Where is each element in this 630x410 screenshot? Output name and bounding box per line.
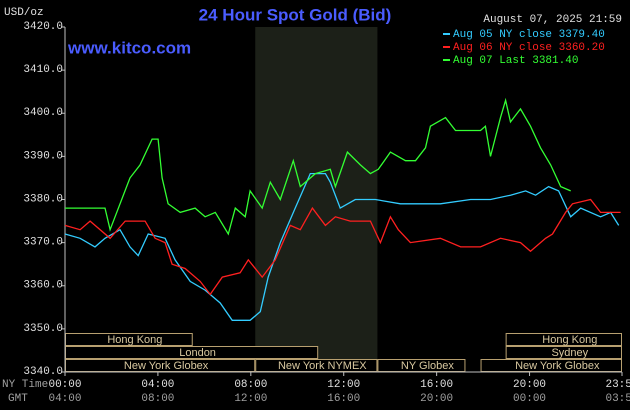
- price-line: [64, 198, 621, 296]
- session-box: [505, 333, 622, 346]
- x2-tick-label: 16:00: [327, 393, 360, 405]
- x2-tick-label: 04:00: [48, 393, 81, 405]
- x2-tick-label: 20:00: [420, 393, 453, 405]
- legend-entry: Aug 05 NY close 3379.40: [453, 29, 605, 41]
- timestamp: August 07, 2025 21:59: [483, 14, 622, 26]
- x2-axis-label: GMT: [8, 393, 28, 405]
- session-label: NY Globex: [401, 360, 454, 372]
- x2-tick-label: 00:00: [513, 393, 546, 405]
- y-tick-label: 3380.0: [23, 193, 63, 205]
- legend-entry: Aug 06 NY close 3360.20: [453, 42, 605, 54]
- x-axis-label: NY Time: [2, 379, 48, 391]
- x-tick-label: 12:00: [327, 379, 360, 391]
- y-tick-label: 3360.0: [23, 280, 63, 292]
- y-tick-label: 3400.0: [23, 107, 63, 119]
- x2-tick-label: 08:00: [141, 393, 174, 405]
- source: www.kitco.com: [67, 38, 191, 57]
- price-line: [65, 97, 571, 236]
- session-label: Hong Kong: [542, 334, 597, 346]
- session-label: London: [179, 347, 216, 359]
- y-tick-label: 3390.0: [23, 150, 63, 162]
- x-tick-label: 20:00: [513, 379, 546, 391]
- session-label: New York Globex: [515, 360, 600, 372]
- x-tick-label: 08:00: [234, 379, 267, 391]
- x2-tick-label: 12:00: [234, 393, 267, 405]
- y-tick-label: 3340.0: [23, 366, 63, 378]
- x2-tick-label: 03:59: [605, 393, 630, 405]
- x-tick-label: 23:59: [605, 379, 630, 391]
- legend-entry: Aug 07 Last 3381.40: [453, 55, 578, 67]
- y-tick-label: 3350.0: [23, 323, 63, 335]
- y-tick-label: 3420.0: [23, 21, 63, 33]
- session-label: New York NYMEX: [278, 360, 367, 372]
- x-tick-label: 04:00: [141, 379, 174, 391]
- price-line: [64, 172, 620, 321]
- x-tick-label: 16:00: [420, 379, 453, 391]
- x-tick-label: 00:00: [48, 379, 81, 391]
- session-box: [505, 346, 622, 359]
- y-axis-label: USD/oz: [4, 7, 44, 19]
- y-tick-label: 3370.0: [23, 237, 63, 249]
- session-label: Hong Kong: [107, 334, 162, 346]
- session-label: New York Globex: [124, 360, 209, 372]
- session-label: Sydney: [551, 347, 588, 359]
- y-tick-label: 3410.0: [23, 64, 63, 76]
- chart-title: 24 Hour Spot Gold (Bid): [199, 5, 392, 24]
